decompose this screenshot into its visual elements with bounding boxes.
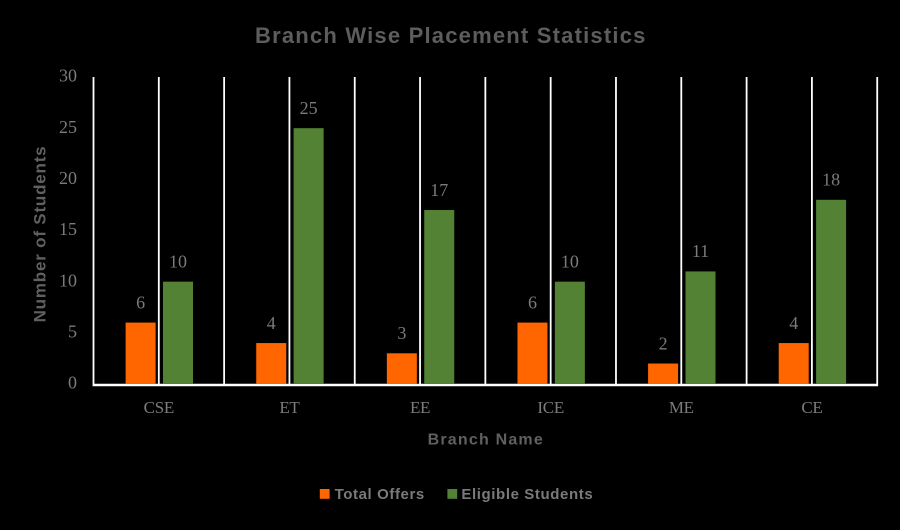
svg-text:6: 6 bbox=[528, 292, 537, 312]
svg-text:25: 25 bbox=[59, 117, 77, 137]
svg-text:Branch Wise Placement Statisti: Branch Wise Placement Statistics bbox=[255, 23, 647, 48]
svg-text:10: 10 bbox=[59, 270, 77, 290]
svg-text:10: 10 bbox=[561, 251, 579, 271]
svg-text:25: 25 bbox=[300, 98, 318, 118]
svg-text:Total Offers: Total Offers bbox=[335, 486, 425, 503]
svg-text:CE: CE bbox=[801, 398, 822, 417]
svg-text:5: 5 bbox=[68, 321, 77, 341]
svg-text:ME: ME bbox=[669, 398, 694, 417]
svg-text:Branch Name: Branch Name bbox=[428, 432, 544, 449]
svg-text:17: 17 bbox=[430, 180, 448, 200]
svg-text:30: 30 bbox=[59, 66, 77, 86]
svg-text:20: 20 bbox=[59, 168, 77, 188]
svg-text:ET: ET bbox=[279, 398, 300, 417]
svg-text:Eligible Students: Eligible Students bbox=[461, 486, 593, 503]
svg-text:Number of Students: Number of Students bbox=[31, 146, 50, 323]
svg-text:4: 4 bbox=[789, 313, 798, 333]
svg-text:15: 15 bbox=[59, 219, 77, 239]
svg-text:ICE: ICE bbox=[537, 398, 563, 417]
svg-text:0: 0 bbox=[68, 373, 77, 393]
svg-text:2: 2 bbox=[659, 333, 668, 353]
svg-text:6: 6 bbox=[136, 292, 145, 312]
svg-text:11: 11 bbox=[692, 241, 709, 261]
svg-text:EE: EE bbox=[410, 398, 430, 417]
svg-text:4: 4 bbox=[267, 313, 276, 333]
svg-text:18: 18 bbox=[822, 170, 840, 190]
svg-text:10: 10 bbox=[169, 251, 187, 271]
svg-text:3: 3 bbox=[397, 323, 406, 343]
svg-text:CSE: CSE bbox=[144, 398, 174, 417]
